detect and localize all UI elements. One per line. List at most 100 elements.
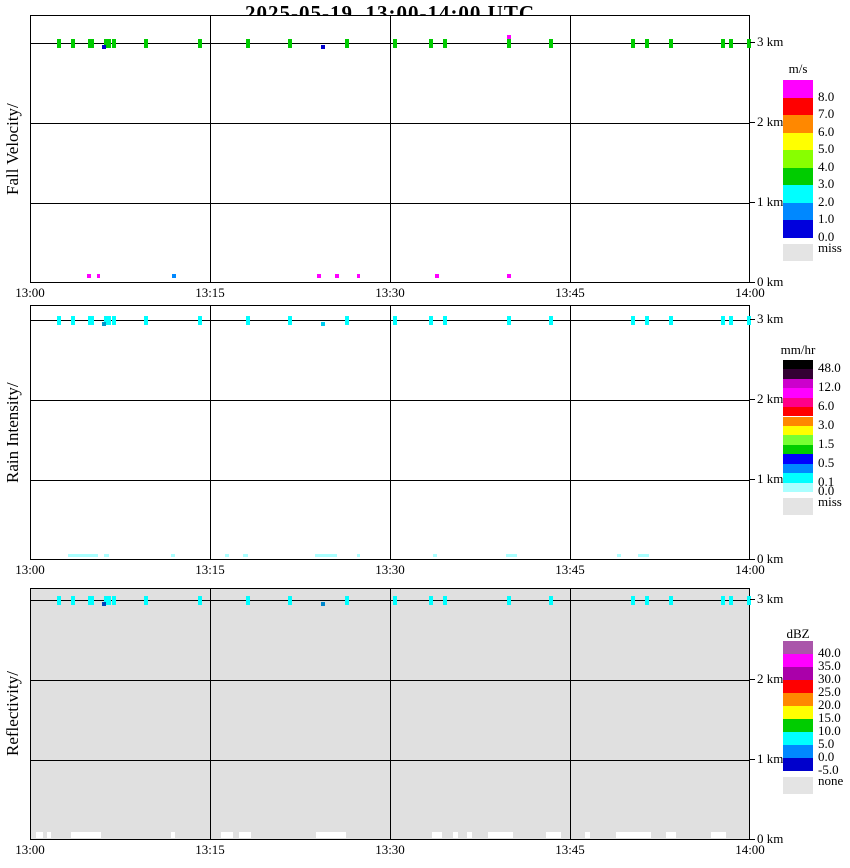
y-tick-label: 1 km bbox=[757, 194, 784, 209]
y-tick-label: 3 km bbox=[757, 311, 784, 326]
data-mark-reflectivity bbox=[666, 832, 676, 838]
y-tick-label: 2 km bbox=[757, 671, 784, 686]
data-mark-reflectivity bbox=[239, 832, 251, 838]
data-mark-reflectivity bbox=[711, 832, 726, 838]
colorbar-box bbox=[783, 680, 813, 693]
colorbar-box bbox=[783, 693, 813, 706]
data-mark-fall-velocity bbox=[747, 39, 751, 48]
data-mark-rain-intensity bbox=[507, 316, 511, 325]
y-tick-label: 2 km bbox=[757, 391, 784, 406]
colorbar-box bbox=[783, 378, 813, 389]
panel-ylabel-rain-intensity: Rain Intensity/ bbox=[3, 382, 22, 483]
colorbar-label: 0.0 bbox=[818, 749, 835, 764]
data-mark-rain-intensity bbox=[225, 554, 229, 557]
gridline-vertical bbox=[210, 306, 211, 559]
data-mark-reflectivity bbox=[669, 596, 673, 605]
panel-ylabel-reflectivity: Reflectivity/ bbox=[3, 671, 22, 757]
km-tick bbox=[750, 282, 755, 283]
data-mark-rain-intensity bbox=[645, 316, 649, 325]
colorbar-label: 25.0 bbox=[818, 684, 841, 699]
colorbar-missing-label: none bbox=[818, 773, 844, 788]
data-mark-fall-velocity bbox=[357, 274, 360, 278]
data-mark-rain-intensity bbox=[112, 316, 116, 325]
data-mark-reflectivity bbox=[393, 596, 397, 605]
colorbar-label: 0.0 bbox=[818, 483, 835, 498]
colorbar-box bbox=[783, 435, 813, 445]
data-mark-reflectivity bbox=[47, 832, 51, 838]
data-mark-rain-intensity bbox=[638, 554, 649, 557]
colorbar-box bbox=[783, 732, 813, 745]
panel-fall-velocity bbox=[30, 15, 751, 283]
gridline-vertical bbox=[210, 589, 211, 839]
x-tick-label: 14:00 bbox=[735, 562, 765, 577]
gridline-vertical bbox=[390, 16, 391, 282]
data-mark-rain-intensity bbox=[315, 554, 337, 557]
x-tick-label: 13:45 bbox=[555, 562, 585, 577]
data-mark-reflectivity bbox=[316, 832, 346, 838]
data-mark-reflectivity bbox=[71, 596, 75, 605]
data-mark-fall-velocity bbox=[288, 39, 292, 48]
gridline-vertical bbox=[570, 589, 571, 839]
data-mark-rain-intensity bbox=[393, 316, 397, 325]
km-tick bbox=[750, 559, 755, 560]
colorbar-box bbox=[783, 97, 813, 115]
colorbar-label: 5.0 bbox=[818, 141, 835, 156]
x-tick-label: 14:00 bbox=[735, 285, 765, 300]
colorbar-box bbox=[783, 115, 813, 133]
data-mark-reflectivity bbox=[288, 596, 292, 605]
colorbar-missing-box bbox=[783, 243, 813, 261]
colorbar-label: 8.0 bbox=[818, 88, 835, 104]
data-mark-rain-intensity bbox=[68, 554, 75, 557]
data-mark-rain-intensity bbox=[88, 316, 94, 325]
data-mark-rain-intensity bbox=[429, 316, 433, 325]
data-mark-reflectivity bbox=[246, 596, 250, 605]
colorbar-label: 15.0 bbox=[818, 710, 841, 725]
data-mark-rain-intensity bbox=[246, 316, 250, 325]
x-tick-label: 13:00 bbox=[15, 562, 45, 577]
colorbar-label: 7.0 bbox=[818, 106, 835, 121]
data-mark-fall-velocity bbox=[198, 39, 202, 48]
x-tick-label: 13:30 bbox=[375, 285, 405, 300]
x-tick-label: 13:30 bbox=[375, 842, 405, 857]
data-mark-fall-velocity bbox=[102, 45, 106, 49]
x-tick-label: 13:15 bbox=[195, 562, 225, 577]
data-mark-reflectivity bbox=[57, 596, 61, 605]
data-mark-fall-velocity bbox=[393, 39, 397, 48]
data-mark-fall-velocity bbox=[144, 39, 148, 48]
colorbar-label: 0.1 bbox=[818, 473, 835, 489]
colorbar-label: 3.0 bbox=[818, 176, 835, 191]
data-mark-fall-velocity bbox=[97, 274, 100, 278]
colorbar-missing-label: miss bbox=[818, 239, 842, 255]
data-mark-rain-intensity bbox=[506, 554, 517, 557]
data-mark-reflectivity bbox=[321, 602, 325, 606]
data-mark-rain-intensity bbox=[747, 316, 751, 325]
data-mark-fall-velocity bbox=[87, 274, 91, 278]
data-mark-fall-velocity bbox=[435, 274, 439, 278]
data-mark-rain-intensity bbox=[617, 554, 621, 557]
colorbar-box bbox=[783, 407, 813, 417]
data-mark-fall-velocity bbox=[112, 39, 116, 48]
colorbar-label: 0.5 bbox=[818, 454, 835, 470]
colorbar-box bbox=[783, 654, 813, 667]
x-tick-label: 13:45 bbox=[555, 285, 585, 300]
gridline-vertical bbox=[390, 589, 391, 839]
colorbar-title-fall-velocity: m/s bbox=[788, 61, 808, 76]
data-mark-fall-velocity bbox=[172, 274, 176, 278]
data-mark-fall-velocity bbox=[443, 39, 447, 48]
km-tick bbox=[750, 599, 755, 600]
x-tick-label: 13:45 bbox=[555, 842, 585, 857]
data-mark-reflectivity bbox=[645, 596, 649, 605]
data-mark-reflectivity bbox=[546, 832, 561, 838]
gridline-vertical bbox=[570, 16, 571, 282]
colorbar-box bbox=[783, 706, 813, 719]
data-mark-reflectivity bbox=[429, 596, 433, 605]
colorbar-missing-box bbox=[783, 498, 813, 515]
data-mark-reflectivity bbox=[102, 602, 106, 606]
data-mark-rain-intensity bbox=[721, 316, 725, 325]
data-mark-reflectivity bbox=[747, 596, 751, 605]
x-tick-label: 13:15 bbox=[195, 285, 225, 300]
colorbar-box bbox=[783, 473, 813, 483]
colorbar-box bbox=[783, 132, 813, 150]
x-tick-label: 13:15 bbox=[195, 842, 225, 857]
